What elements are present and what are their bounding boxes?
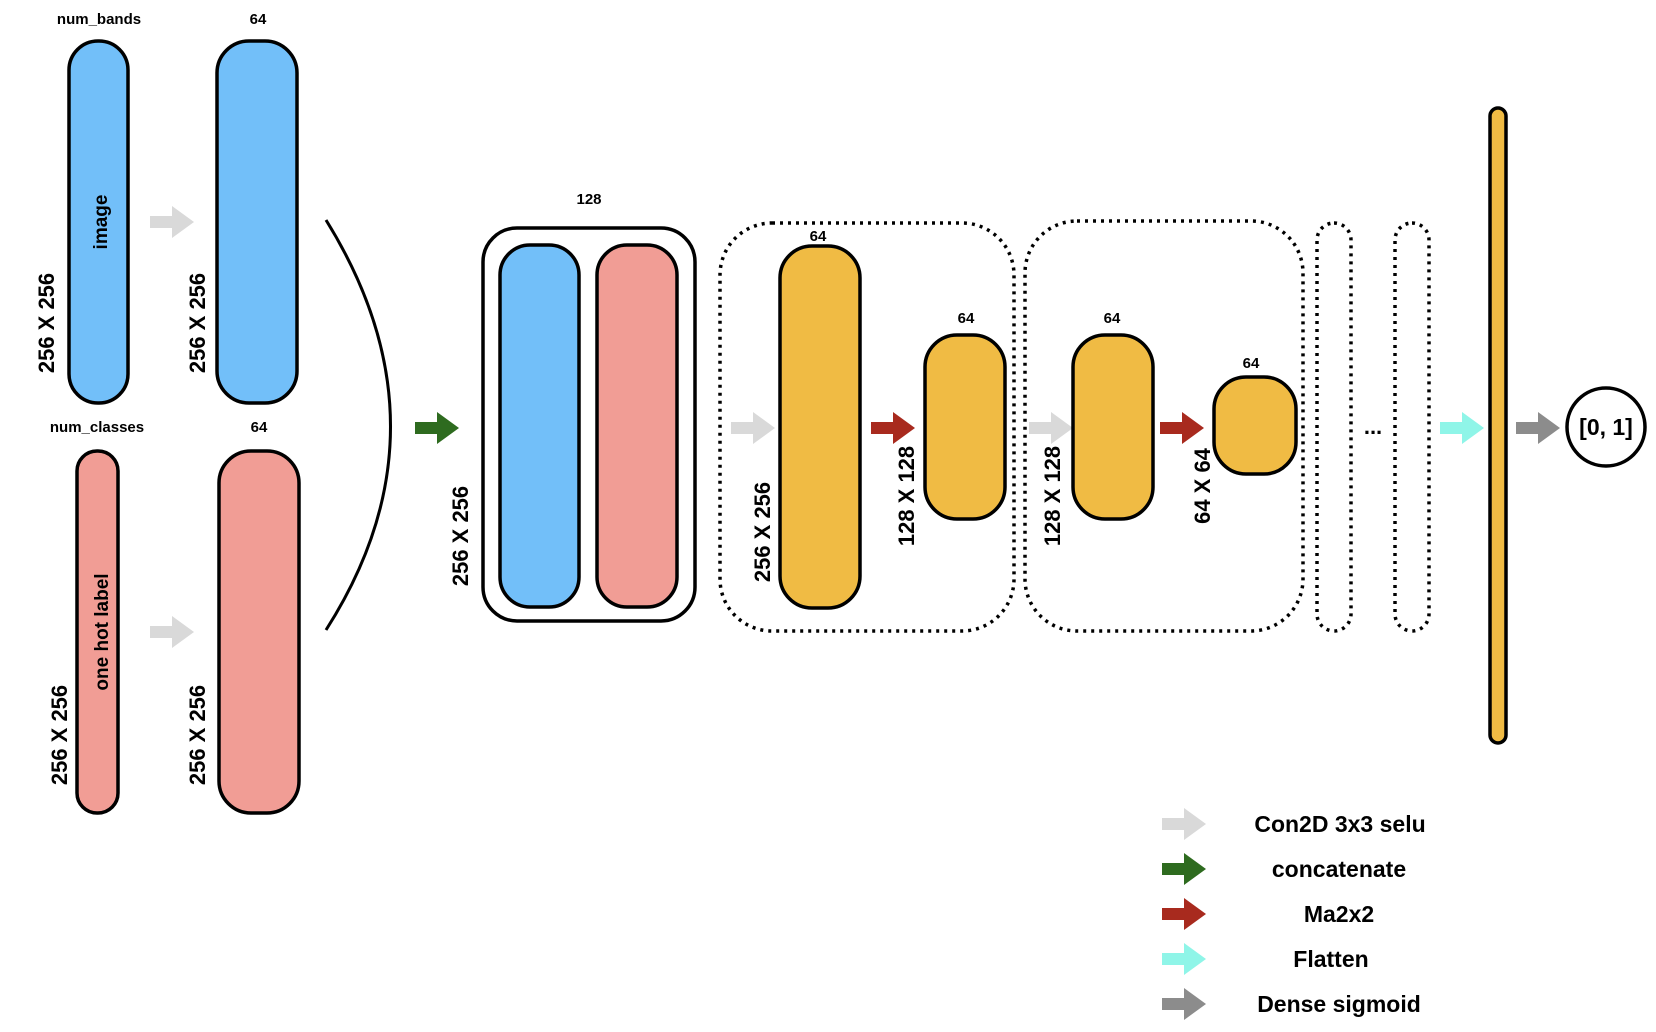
legend-pool-arrow — [1162, 898, 1206, 930]
conv-arrow-label — [150, 616, 194, 648]
legend-dense-label: Dense sigmoid — [1257, 991, 1421, 1017]
conv-image-layer — [215, 39, 299, 405]
image-input-channels-label: num_bands — [57, 11, 141, 28]
legend-concat-label: concatenate — [1272, 856, 1406, 882]
legend-conv-label: Con2D 3x3 selu — [1254, 811, 1425, 837]
concat-image-part — [498, 243, 581, 609]
legend-dense-arrow — [1162, 988, 1206, 1020]
block1-pool-channels: 64 — [958, 310, 975, 327]
block1-pool-layer — [923, 333, 1007, 521]
legend-conv-arrow — [1162, 808, 1206, 840]
label-input-dim: 256 X 256 — [47, 685, 72, 785]
block1-conv-channels: 64 — [810, 228, 827, 245]
image-input-layer — [67, 39, 130, 405]
dense-arrow — [1516, 412, 1560, 444]
block2-conv-layer — [1071, 333, 1155, 521]
block1-pool-dim: 128 X 128 — [894, 446, 919, 546]
repeat-placeholder-2 — [1393, 221, 1431, 633]
conv-label-dim: 256 X 256 — [185, 685, 210, 785]
block1-pool-arrow — [871, 412, 915, 444]
concat-dim: 256 X 256 — [448, 486, 473, 586]
repeat-placeholder-1 — [1315, 221, 1353, 633]
block2-conv-channels: 64 — [1104, 310, 1121, 327]
conv-image-dim: 256 X 256 — [185, 273, 210, 373]
block2-pool-channels: 64 — [1243, 355, 1260, 372]
block2-pool-arrow — [1160, 412, 1204, 444]
legend-concat-arrow — [1162, 853, 1206, 885]
flatten-vector — [1488, 106, 1508, 745]
merge-curve — [324, 219, 392, 631]
conv-label-layer — [217, 449, 301, 815]
flatten-arrow — [1440, 412, 1484, 444]
concatenate-arrow — [415, 412, 459, 444]
legend-flatten-arrow — [1162, 943, 1206, 975]
block1-conv-dim: 256 X 256 — [750, 482, 775, 582]
legend-flatten-label: Flatten — [1293, 946, 1368, 972]
conv-label-channels: 64 — [251, 419, 268, 436]
legend: Con2D 3x3 selu concatenate Ma2x2 Flatten… — [1162, 808, 1426, 1020]
label-input-layer — [75, 449, 120, 815]
block2-conv-dim: 128 X 128 — [1040, 446, 1065, 546]
block2-pool-dim: 64 X 64 — [1190, 447, 1215, 524]
image-input-label: image — [91, 195, 112, 250]
conv-image-channels: 64 — [250, 11, 267, 28]
label-input-label: one hot label — [92, 573, 113, 690]
conv-arrow-image — [150, 206, 194, 238]
legend-pool-label: Ma2x2 — [1304, 901, 1374, 927]
block1-conv-layer — [778, 244, 862, 610]
block2-pool-layer — [1212, 375, 1298, 476]
block1-conv-arrow — [731, 412, 775, 444]
block2-frame — [1023, 219, 1305, 633]
concat-channels: 128 — [576, 191, 601, 208]
concat-block-frame — [481, 226, 697, 623]
label-input-channels-label: num_classes — [50, 419, 144, 436]
output-range: [0, 1] — [1579, 414, 1633, 440]
block1-frame — [718, 221, 1016, 633]
output-node — [1565, 386, 1647, 468]
block2-conv-arrow — [1029, 412, 1073, 444]
repeat-ellipsis: ... — [1364, 414, 1382, 439]
concat-label-part — [595, 243, 679, 609]
image-input-dim: 256 X 256 — [34, 273, 59, 373]
